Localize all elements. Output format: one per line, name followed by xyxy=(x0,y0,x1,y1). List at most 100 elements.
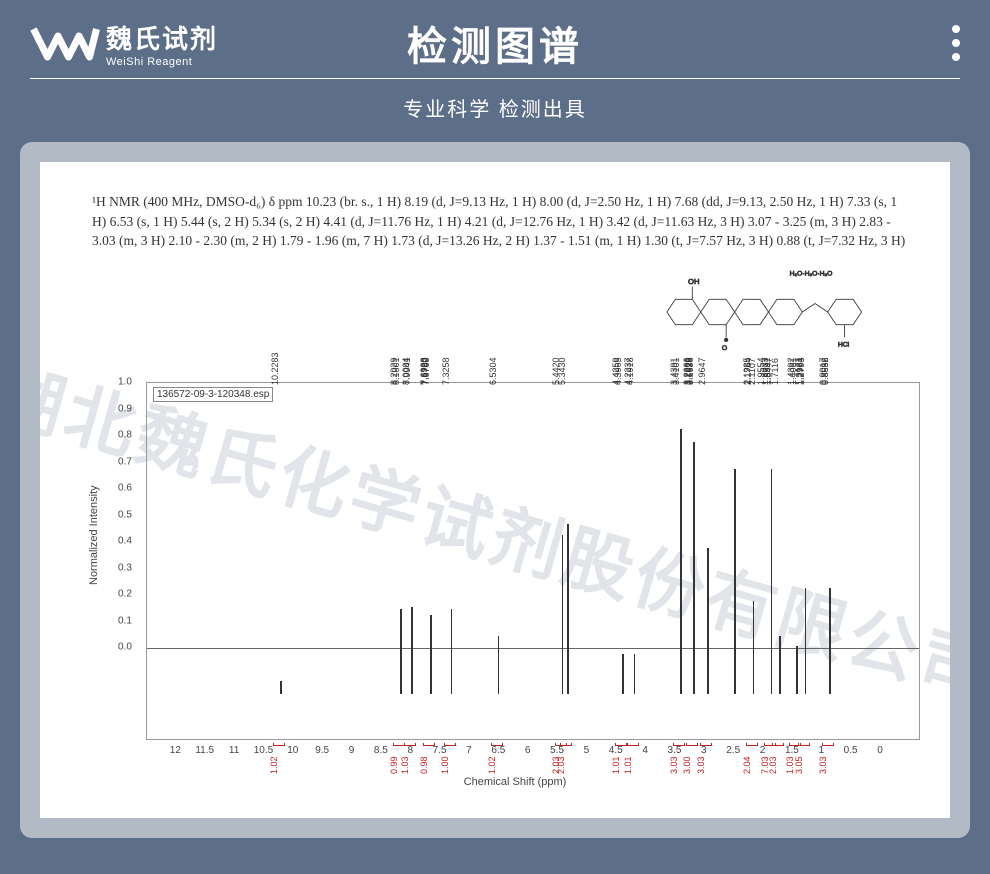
spectrum-sheet: 湖北魏氏化学试剂股份有限公司 ¹H NMR (400 MHz, DMSO-d₆)… xyxy=(40,162,950,818)
peak-label: 10.2283 xyxy=(270,352,280,385)
x-tick: 0.5 xyxy=(844,745,858,756)
integral-bracket xyxy=(444,743,456,746)
y-tick: 0.6 xyxy=(118,483,132,494)
chart-plot-area: 136572-09-3-120348.esp 10.22838.20298.18… xyxy=(146,382,920,740)
peak-label: 2.9647 xyxy=(697,357,707,385)
x-tick: 10 xyxy=(287,745,298,756)
integral-bracket xyxy=(627,743,639,746)
x-tick: 1.5 xyxy=(785,745,799,756)
integral-bracket xyxy=(673,743,685,746)
svg-text:OH: OH xyxy=(688,277,699,286)
integral-label: 2.03 xyxy=(556,756,566,774)
integral-label: 0.98 xyxy=(419,756,429,774)
integral-label: 3.03 xyxy=(818,756,828,774)
integral-label: 3.03 xyxy=(669,756,679,774)
logo-cn: 魏氏试剂 xyxy=(106,19,218,56)
y-tick: 0.4 xyxy=(118,536,132,547)
integral-label: 1.01 xyxy=(611,756,621,774)
peak xyxy=(622,654,624,694)
integral-label: 2.03 xyxy=(768,756,778,774)
peak xyxy=(680,429,682,694)
peak-label: 4.3965 xyxy=(613,357,623,385)
peak-label: 7.9941 xyxy=(402,357,412,385)
integral-label: 0.99 xyxy=(389,756,399,774)
integral-label: 2.04 xyxy=(742,756,752,774)
svg-text:HCl: HCl xyxy=(838,342,850,349)
integral-bracket xyxy=(423,743,435,746)
page-title: 检测图谱 xyxy=(407,14,583,72)
peak-label: 1.2793 xyxy=(796,357,806,385)
y-tick: 1.0 xyxy=(118,377,132,388)
integral-bracket xyxy=(746,743,758,746)
x-tick: 9.5 xyxy=(315,745,329,756)
peak-label: 7.3258 xyxy=(441,357,451,385)
integral-label: 1.01 xyxy=(623,756,633,774)
x-tick: 11.5 xyxy=(195,745,214,756)
esp-label: 136572-09-3-120348.esp xyxy=(153,387,273,402)
x-tick: 11 xyxy=(229,745,239,756)
peak-label: 1.7116 xyxy=(770,358,780,385)
integral-label: 1.03 xyxy=(400,756,410,774)
y-tick: 0.5 xyxy=(118,509,132,520)
peak xyxy=(411,607,413,694)
integral-bracket xyxy=(491,743,503,746)
y-tick: 0.1 xyxy=(118,615,132,626)
svg-text:O: O xyxy=(722,345,727,352)
integral-bracket xyxy=(404,743,416,746)
x-tick: 1 xyxy=(818,745,824,756)
peak-label: 8.1801 xyxy=(391,357,401,385)
integral-bracket xyxy=(273,743,285,746)
subtitle: 专业科学 检测出具 xyxy=(0,93,990,122)
peak xyxy=(707,548,709,694)
peak xyxy=(562,535,564,694)
peak xyxy=(753,601,755,694)
logo-en: WeiShi Reagent xyxy=(106,56,218,68)
peak-label: 3.4101 xyxy=(671,357,681,385)
peak xyxy=(498,636,500,694)
y-tick: 0.8 xyxy=(118,430,132,441)
peak-label: 0.8652 xyxy=(820,357,830,385)
y-tick: 0.3 xyxy=(118,562,132,573)
peak xyxy=(779,636,781,694)
peak-label: 6.5304 xyxy=(488,357,498,385)
logo-icon xyxy=(30,18,100,68)
integral-bracket xyxy=(686,743,698,746)
integral-bracket xyxy=(560,743,572,746)
integral-label: 3.03 xyxy=(696,756,706,774)
integral-bracket xyxy=(615,743,627,746)
x-tick: 6.5 xyxy=(491,745,505,756)
integral-bracket xyxy=(772,743,784,746)
x-tick: 4.5 xyxy=(609,745,623,756)
peak xyxy=(829,588,831,694)
integral-bracket xyxy=(798,743,810,746)
content-panel: 湖北魏氏化学试剂股份有限公司 ¹H NMR (400 MHz, DMSO-d₆)… xyxy=(20,142,970,838)
divider xyxy=(30,78,960,79)
x-tick: 0 xyxy=(877,745,883,756)
nmr-chart: Normalized Intensity Chemical Shift (ppm… xyxy=(100,382,930,788)
x-tick: 7.5 xyxy=(433,745,447,756)
y-tick: 0.7 xyxy=(118,456,132,467)
y-tick: 0.9 xyxy=(118,403,132,414)
integral-label: 3.05 xyxy=(794,756,804,774)
x-tick: 2 xyxy=(760,745,766,756)
x-axis-label: Chemical Shift (ppm) xyxy=(464,776,567,788)
x-tick: 5.5 xyxy=(550,745,564,756)
peak xyxy=(430,615,432,695)
nmr-description: ¹H NMR (400 MHz, DMSO-d₆) δ ppm 10.23 (b… xyxy=(92,192,910,251)
menu-icon[interactable] xyxy=(952,25,960,61)
header: 魏氏试剂 WeiShi Reagent 检测图谱 xyxy=(0,0,990,78)
peak xyxy=(567,524,569,694)
integral-label: 1.02 xyxy=(487,756,497,774)
x-tick: 10.5 xyxy=(254,745,273,756)
y-axis-label: Normalized Intensity xyxy=(88,485,100,585)
integral-bracket xyxy=(822,743,834,746)
peak-label: 3.1638 xyxy=(685,357,695,385)
x-tick: 5 xyxy=(584,745,590,756)
peak-label: 4.1918 xyxy=(625,357,635,385)
y-tick: 0.2 xyxy=(118,589,132,600)
peak xyxy=(634,654,636,694)
x-tick: 12 xyxy=(170,745,181,756)
peak xyxy=(280,681,282,694)
x-tick: 3.5 xyxy=(668,745,682,756)
x-tick: 2.5 xyxy=(726,745,740,756)
